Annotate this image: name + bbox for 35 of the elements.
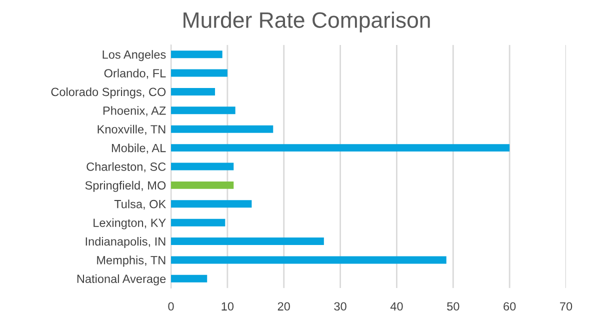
x-tick-label: 40 [390, 302, 403, 311]
y-tick-label: Tulsa, OK [114, 200, 166, 210]
bar [171, 162, 234, 170]
bar [171, 238, 324, 246]
y-tick-label: Springfield, MO [85, 180, 166, 192]
y-tick-label: Orlando, FL [104, 68, 166, 79]
bar [171, 181, 234, 189]
x-tick-label: 20 [278, 302, 290, 311]
bar [171, 218, 226, 226]
bar [171, 256, 446, 264]
y-tick-label: Los Angeles [102, 50, 166, 62]
x-tick-label: 0 [168, 302, 174, 311]
chart-title: Murder Rate Comparison [184, 12, 430, 32]
y-tick-label: Phoenix, AZ [103, 106, 166, 116]
x-tick-label: 60 [504, 302, 516, 311]
bar [171, 200, 252, 208]
bar [171, 50, 222, 58]
bar [171, 274, 208, 282]
bar [171, 106, 236, 114]
y-tick-label: Indianapolis, IN [86, 236, 166, 248]
y-tick-label: Lexington, KY [94, 218, 166, 230]
bar [171, 125, 274, 133]
x-tick-label: 30 [334, 302, 346, 311]
x-tick-label: 70 [560, 302, 572, 311]
bar [171, 69, 228, 77]
x-tick-label: 50 [447, 302, 460, 311]
y-tick-label: Mobile, AL [112, 144, 166, 154]
y-tick-label: Knoxville, TN [98, 124, 166, 135]
y-tick-label: National Average [77, 274, 166, 286]
bar [171, 88, 216, 96]
y-tick-label: Charleston, SC [86, 162, 166, 172]
x-tick-label: 10 [222, 302, 234, 311]
bar [171, 144, 510, 152]
y-tick-label: Memphis, TN [97, 256, 166, 267]
y-tick-label: Colorado Springs, CO [51, 87, 166, 98]
